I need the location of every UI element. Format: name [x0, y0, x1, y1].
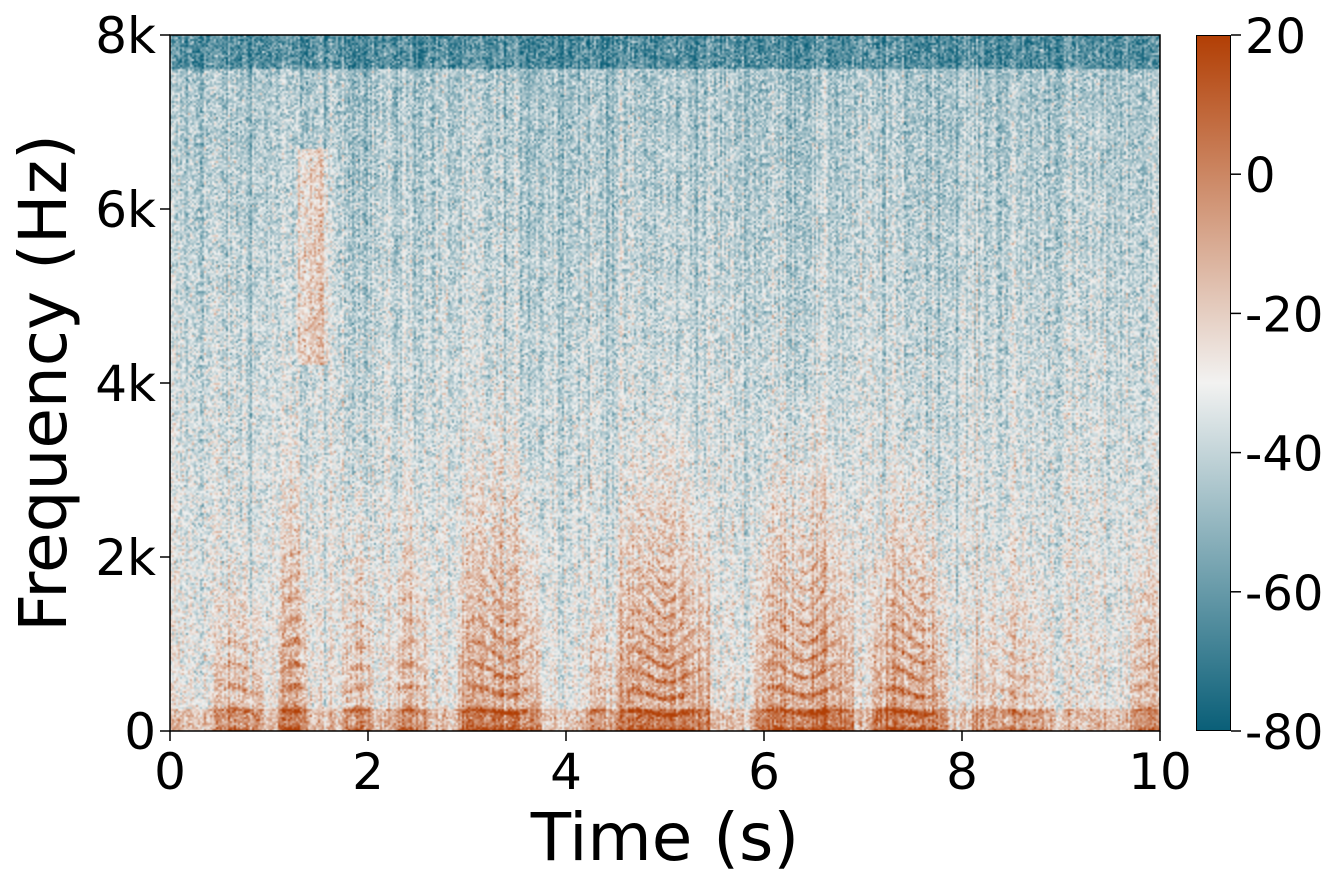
spectrogram-heatmap — [170, 35, 1160, 731]
y-tick-label: 0 — [124, 703, 156, 761]
x-tick-label: 2 — [352, 743, 384, 801]
x-axis: 0 2 4 6 8 10 — [154, 731, 1192, 801]
x-tick-label: 6 — [748, 743, 780, 801]
x-tick-label: 10 — [1128, 743, 1192, 801]
colorbar-tick-label: -40 — [1245, 427, 1323, 483]
colorbar-tick-label: -60 — [1245, 566, 1323, 622]
y-tick-label: 2k — [95, 529, 156, 587]
colorbar-tick-label: 0 — [1245, 148, 1276, 204]
x-tick-label: 8 — [946, 743, 978, 801]
x-tick-label: 0 — [154, 743, 186, 801]
plot-frame — [169, 34, 1161, 732]
colorbar-tick-label: -20 — [1245, 287, 1323, 343]
colorbar-tick-label: 20 — [1245, 9, 1306, 65]
y-axis: 0 2k 4k 6k 8k — [95, 7, 170, 761]
y-tick-label: 8k — [95, 7, 156, 65]
y-tick-label: 6k — [95, 181, 156, 239]
colorbar-axis: 20 0 -20 -40 -60 -80 — [1231, 9, 1323, 761]
colorbar-tick-label: -80 — [1245, 705, 1323, 761]
x-tick-label: 4 — [550, 743, 582, 801]
x-axis-label: Time (s) — [530, 799, 799, 876]
colorbar-gradient — [1196, 35, 1231, 731]
y-axis-label: Frequency (Hz) — [5, 134, 82, 632]
y-tick-label: 4k — [95, 355, 156, 413]
